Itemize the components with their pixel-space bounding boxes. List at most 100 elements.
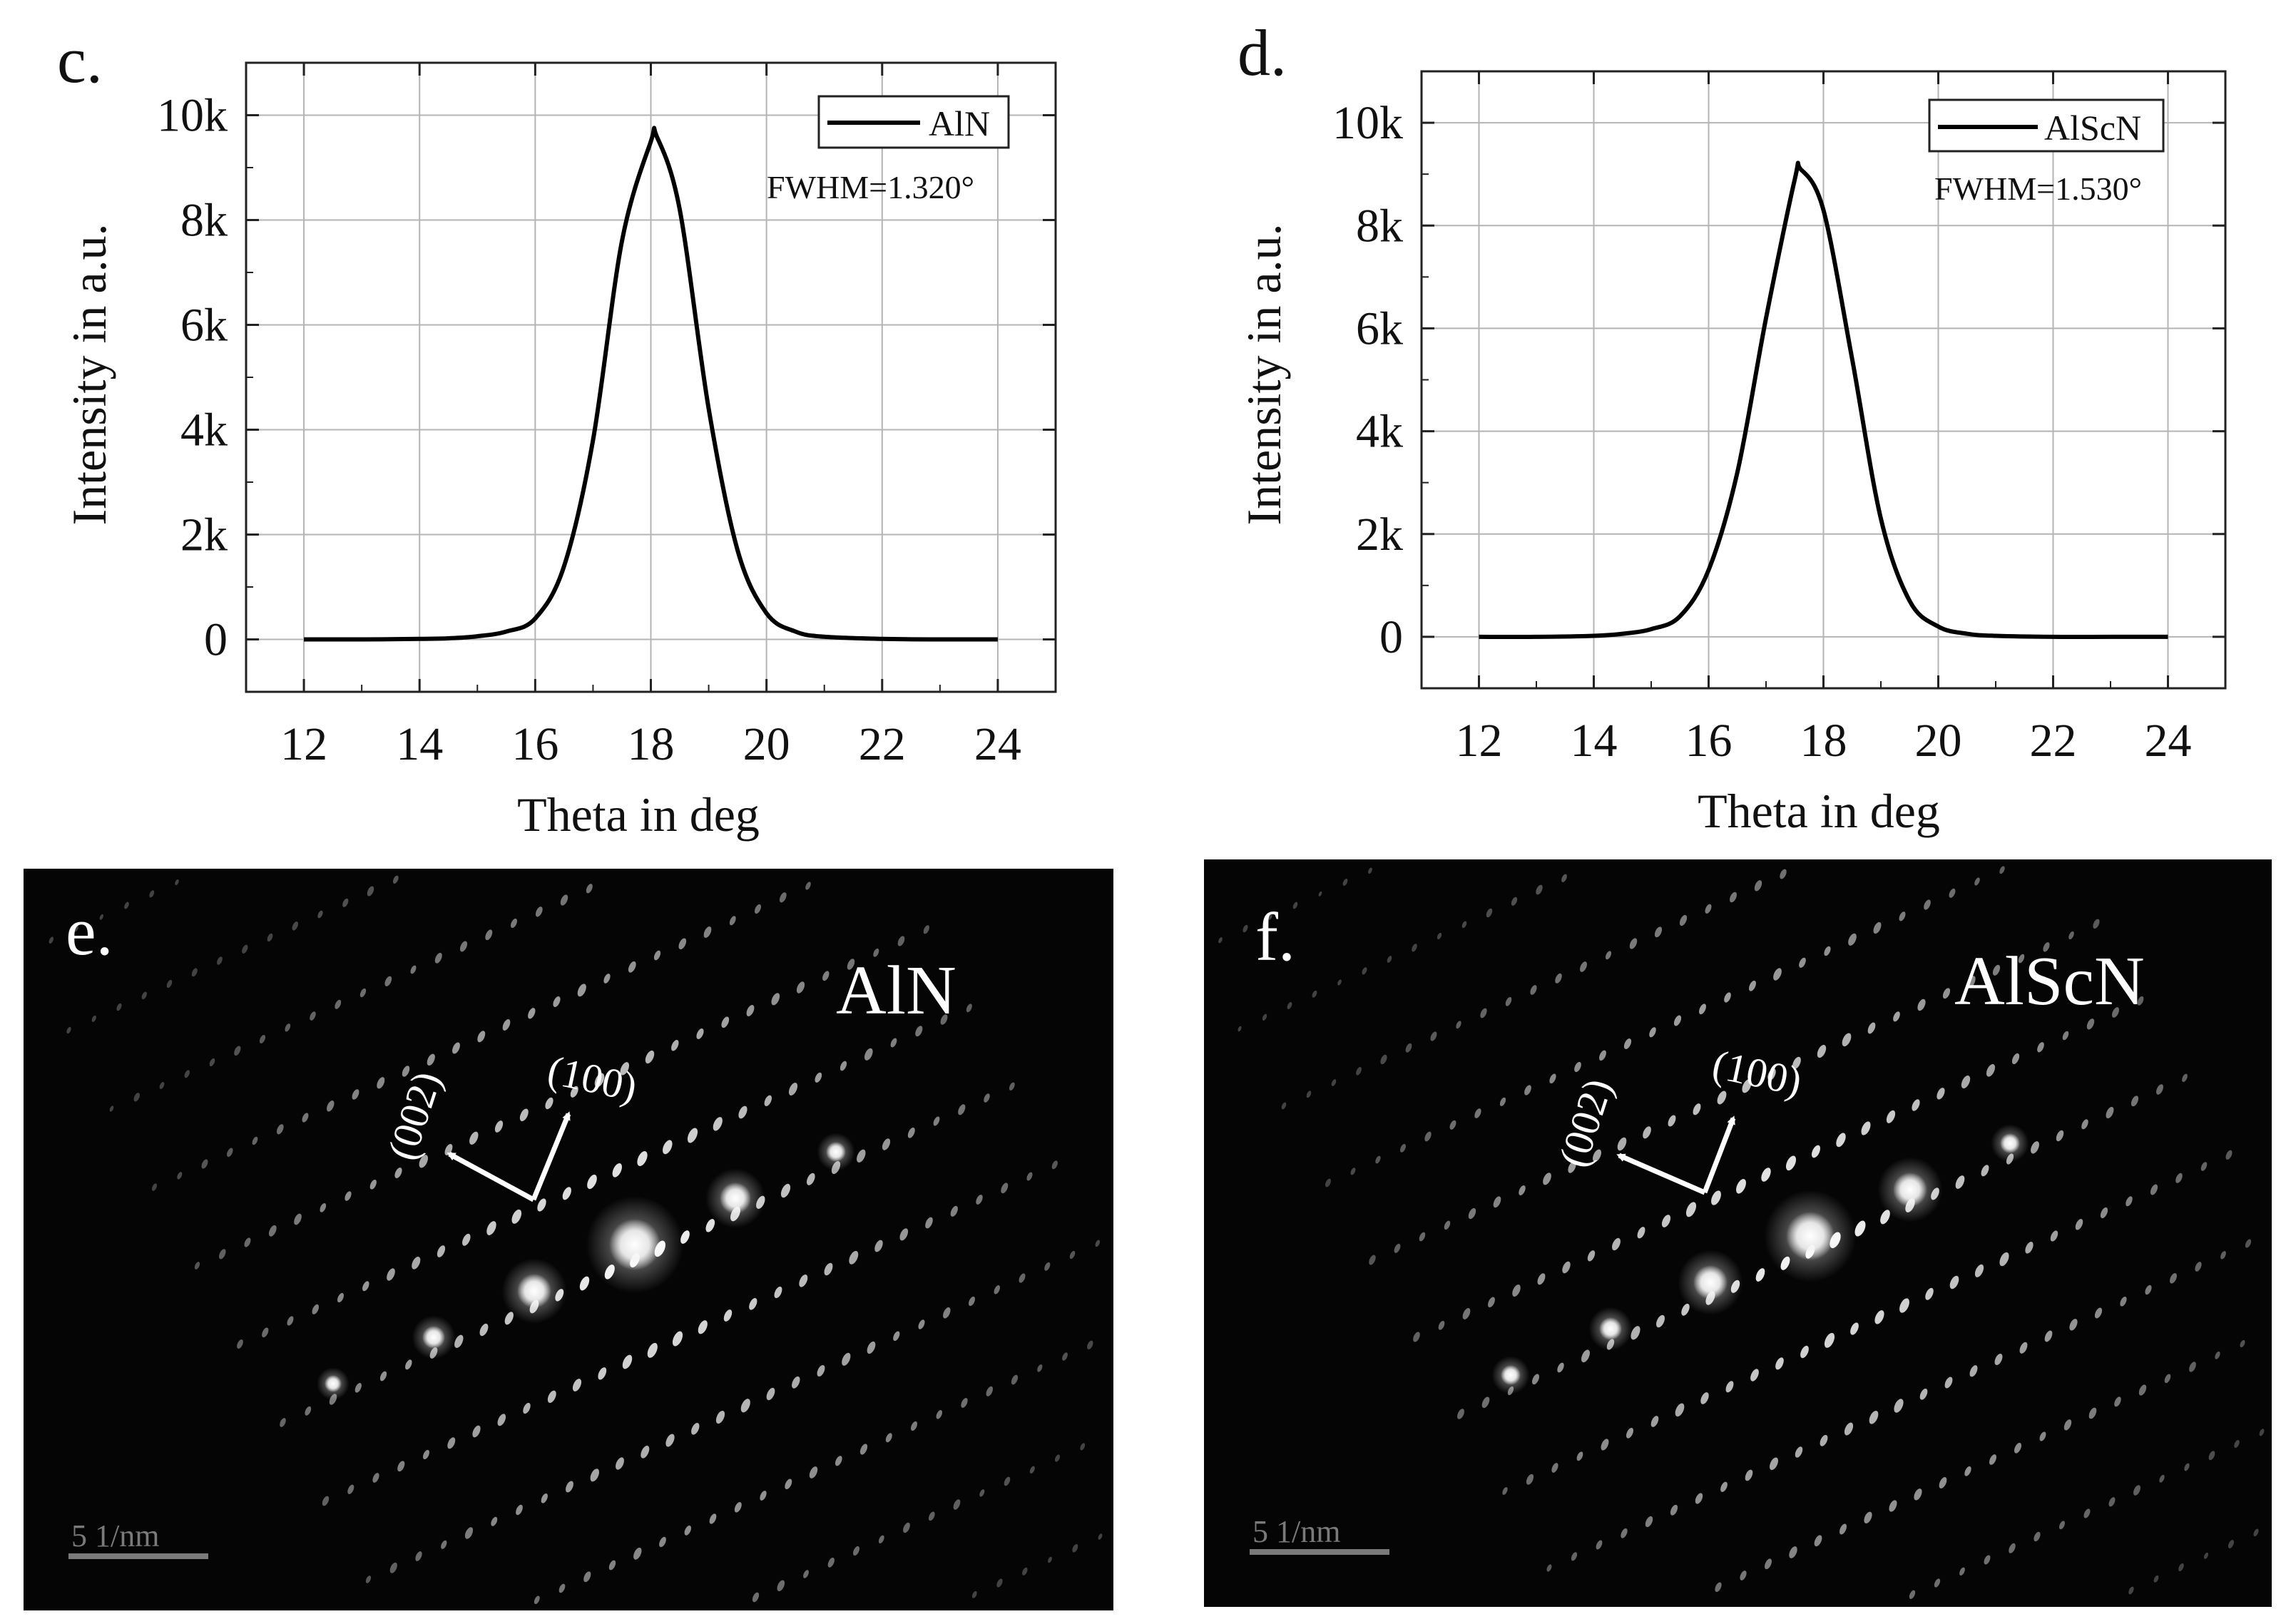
diffraction-spot <box>940 1014 948 1025</box>
diffraction-spot <box>201 1159 208 1169</box>
diffraction-spot <box>394 1168 402 1178</box>
diffraction-spot <box>723 1309 733 1322</box>
diffraction-spot <box>1899 1298 1909 1313</box>
diffraction-spot <box>1574 1061 1581 1073</box>
diffraction-spot <box>1812 1145 1820 1158</box>
diffraction-spot <box>853 1546 859 1556</box>
diffraction-spot <box>738 1105 747 1119</box>
diffraction-spot <box>873 948 879 957</box>
diffraction-spot <box>1292 902 1298 909</box>
diffraction-spot <box>337 1292 344 1303</box>
diffraction-spot <box>620 1062 630 1076</box>
diffraction-spot <box>1668 1115 1676 1127</box>
diffraction-spot <box>1596 1540 1603 1550</box>
diffraction-spot <box>1072 1544 1078 1553</box>
diffraction-spot <box>2203 1552 2209 1559</box>
diffraction-spot <box>1999 866 2005 874</box>
diffraction-spot <box>1814 1535 1822 1547</box>
diffraction-spot <box>151 1183 158 1191</box>
diffraction-spot <box>1989 1454 1996 1465</box>
grid <box>246 63 1056 692</box>
diffraction-spot <box>867 1341 876 1354</box>
diffraction-spot <box>864 1048 873 1061</box>
diffraction-spot <box>209 1058 215 1067</box>
scale-bar <box>68 1553 208 1559</box>
diffraction-spot <box>1999 1252 2009 1267</box>
diffraction-spot <box>1456 1021 1461 1029</box>
diffraction-spot <box>1645 1516 1653 1528</box>
diffraction-spot <box>1342 878 1348 887</box>
tick-labels: 12 14 16 18 20 22 24 0 2k 4k 6k 8k 10k <box>157 90 1021 771</box>
panel-label: d. <box>1238 16 1287 89</box>
diffraction-spot <box>1681 1303 1690 1316</box>
panel-label: e. <box>66 893 113 969</box>
diffraction-spot <box>141 991 147 1000</box>
diffraction-spot <box>1981 1165 1989 1177</box>
diffraction-spot <box>342 898 349 907</box>
chart-panel-c: c. 12 14 16 18 20 22 24 0 2k 4k 6k 8k 10k AlN FWHM=1… <box>57 24 1057 842</box>
diffraction-spot <box>320 1202 327 1212</box>
diffraction-spot <box>1087 1340 1093 1349</box>
diffraction-spot <box>1019 1273 1026 1283</box>
diffraction-spot <box>1934 1578 1941 1588</box>
diffraction-spot <box>950 1205 958 1217</box>
diffraction-spot <box>1917 999 1926 1011</box>
diffraction-spot <box>1944 1377 1953 1389</box>
diffraction-spot <box>159 1082 165 1089</box>
diffraction-spot <box>1004 1476 1011 1486</box>
diffraction-spot <box>729 916 736 926</box>
diffraction-spot <box>1493 1196 1501 1208</box>
diffraction-spot <box>1380 1054 1387 1065</box>
diffraction-spot <box>2056 1130 2064 1142</box>
diffraction-spot <box>516 1504 523 1516</box>
diffraction-spot <box>1362 967 1367 975</box>
diffraction-spot <box>149 890 155 898</box>
diffraction-spot <box>1699 1003 1706 1015</box>
diffraction-spot <box>1562 1261 1571 1274</box>
diffraction-spot <box>2228 1540 2235 1548</box>
diffraction-spot <box>1994 1353 2003 1366</box>
diffraction-spot <box>2081 1119 2088 1130</box>
bright-spot <box>609 1219 660 1270</box>
diffraction-spot <box>799 1275 808 1287</box>
diffraction-spot <box>2106 1106 2114 1119</box>
diffraction-spot <box>1654 926 1663 938</box>
diffraction-spot <box>1848 933 1857 946</box>
diffraction-spot <box>1817 1044 1827 1058</box>
diffraction-spot <box>1337 979 1342 986</box>
x-axis-label: Theta in deg <box>517 787 760 842</box>
diffraction-spot <box>1557 1362 1564 1373</box>
diffraction-spot <box>1725 1381 1734 1393</box>
diffraction-spot <box>389 1562 397 1573</box>
x-tick-label: 18 <box>1800 715 1847 767</box>
diffraction-spot <box>1069 1250 1076 1260</box>
diffraction-spot <box>1745 1469 1753 1481</box>
diffraction-spot <box>1287 1001 1292 1010</box>
diffraction-spot <box>1242 924 1248 933</box>
diffraction-spot <box>874 1240 883 1252</box>
diffraction-spot <box>2094 1307 2103 1319</box>
diffraction-spot <box>1468 1207 1476 1220</box>
diffraction-spot <box>1656 1314 1665 1328</box>
diffraction-spot <box>402 1066 410 1077</box>
diffraction-spot <box>2195 1262 2202 1272</box>
diffraction-spot <box>1842 1033 1852 1047</box>
diffraction-spot <box>124 902 129 909</box>
diffraction-spot <box>1037 1364 1043 1372</box>
diffraction-spot <box>570 1086 578 1098</box>
diffraction-spot <box>2120 1296 2127 1307</box>
diffraction-spot <box>1754 880 1762 892</box>
diffraction-spot <box>534 1595 540 1605</box>
diffraction-spot <box>1029 1466 1035 1474</box>
series-line-alscn <box>1479 160 2168 640</box>
diffraction-spot <box>1368 867 1372 874</box>
scale-bar-label: 5 1/nm <box>71 1518 159 1553</box>
diffraction-spot <box>1974 1264 1984 1277</box>
diffraction-spot <box>1720 1481 1728 1492</box>
diffraction-spot <box>587 1174 597 1190</box>
diffraction-spot <box>99 914 103 920</box>
diffraction-spot <box>1909 1590 1916 1599</box>
diffraction-spot <box>1894 1399 1904 1413</box>
diffraction-spot <box>779 892 787 903</box>
diffraction-spot <box>1889 1500 1897 1512</box>
